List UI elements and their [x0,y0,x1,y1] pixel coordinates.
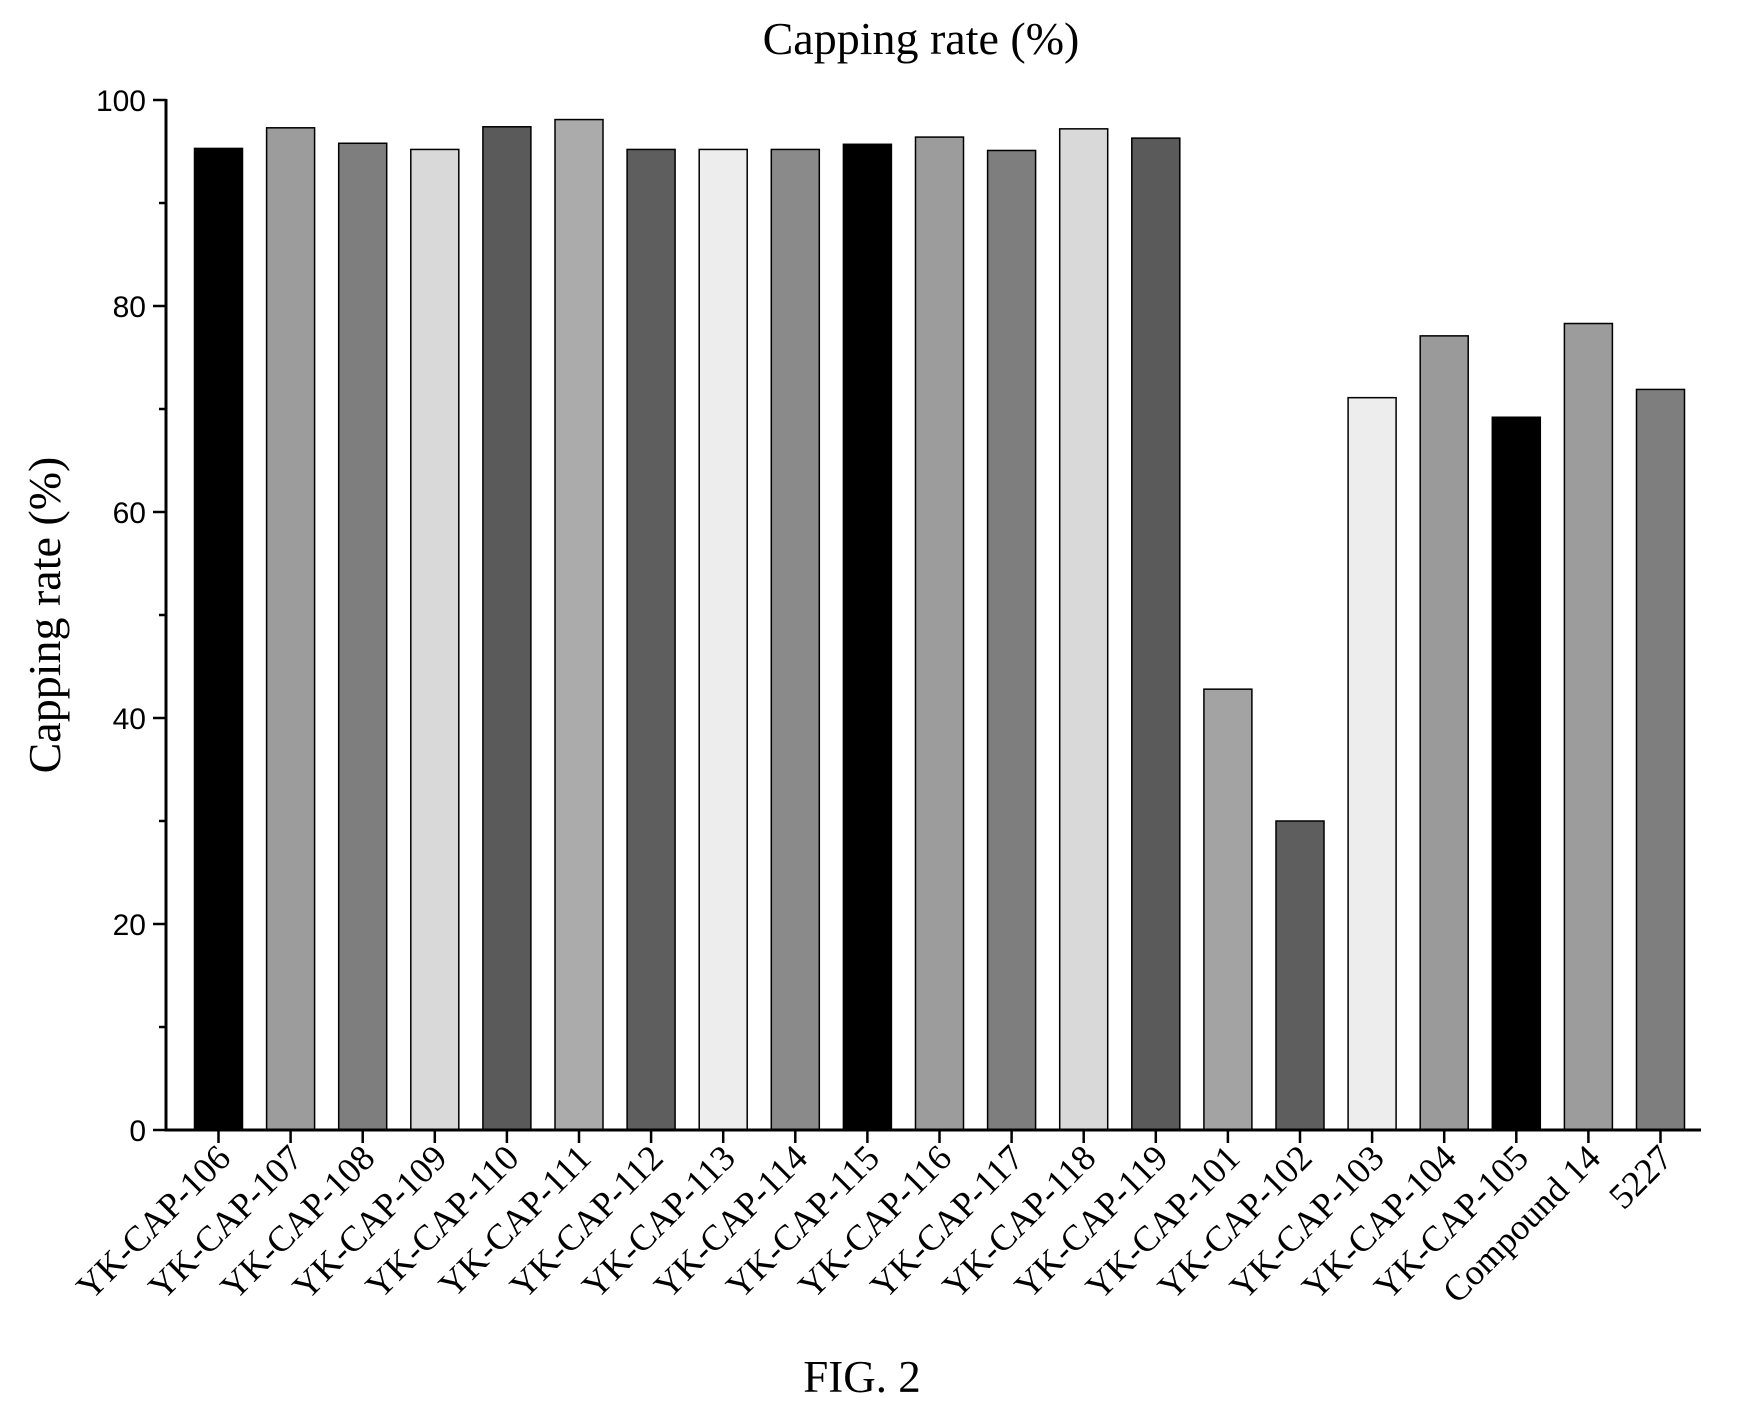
bar-yk-cap-112 [626,148,676,1131]
bar-yk-cap-119 [1131,137,1181,1131]
bars-group [193,118,1686,1131]
bar-yk-cap-108 [337,142,388,1131]
bar-yk-cap-109 [410,148,460,1131]
y-tick-label: 100 [96,85,146,118]
y-axis-label: Capping rate (%) [19,457,70,774]
bar-yk-cap-111 [554,118,604,1131]
bar-yk-cap-101 [1203,688,1253,1131]
bar-yk-cap-116 [914,136,965,1131]
x-axis-ticks: YK-CAP-106YK-CAP-107YK-CAP-108YK-CAP-109… [68,1130,1680,1311]
bar-yk-cap-118 [1058,128,1109,1131]
bar-yk-cap-107 [265,127,316,1131]
chart-title: Capping rate (%) [763,13,1080,64]
y-axis-ticks: 0 20 40 60 80 100 [96,85,166,1148]
bar-yk-cap-113 [698,148,748,1131]
y-tick-label: 80 [113,291,146,324]
bar-yk-cap-102 [1275,820,1325,1131]
figure-caption: FIG. 2 [803,1352,921,1402]
bar-compound-14 [1563,322,1614,1131]
y-tick-label: 60 [113,497,146,530]
x-tick-label: 5227 [1601,1137,1680,1216]
bar-5227 [1635,388,1686,1131]
bar-yk-cap-114 [770,148,821,1131]
bar-yk-cap-110 [482,126,532,1131]
y-tick-label: 20 [113,909,146,942]
bar-yk-cap-103 [1347,396,1397,1131]
y-tick-label: 0 [129,1115,146,1148]
bar-yk-cap-106 [193,147,244,1131]
bar-yk-cap-115 [842,143,893,1131]
bar-yk-cap-105 [1491,416,1542,1131]
y-tick-label: 40 [113,703,146,736]
bar-yk-cap-117 [986,149,1037,1131]
bar-yk-cap-104 [1419,335,1469,1131]
